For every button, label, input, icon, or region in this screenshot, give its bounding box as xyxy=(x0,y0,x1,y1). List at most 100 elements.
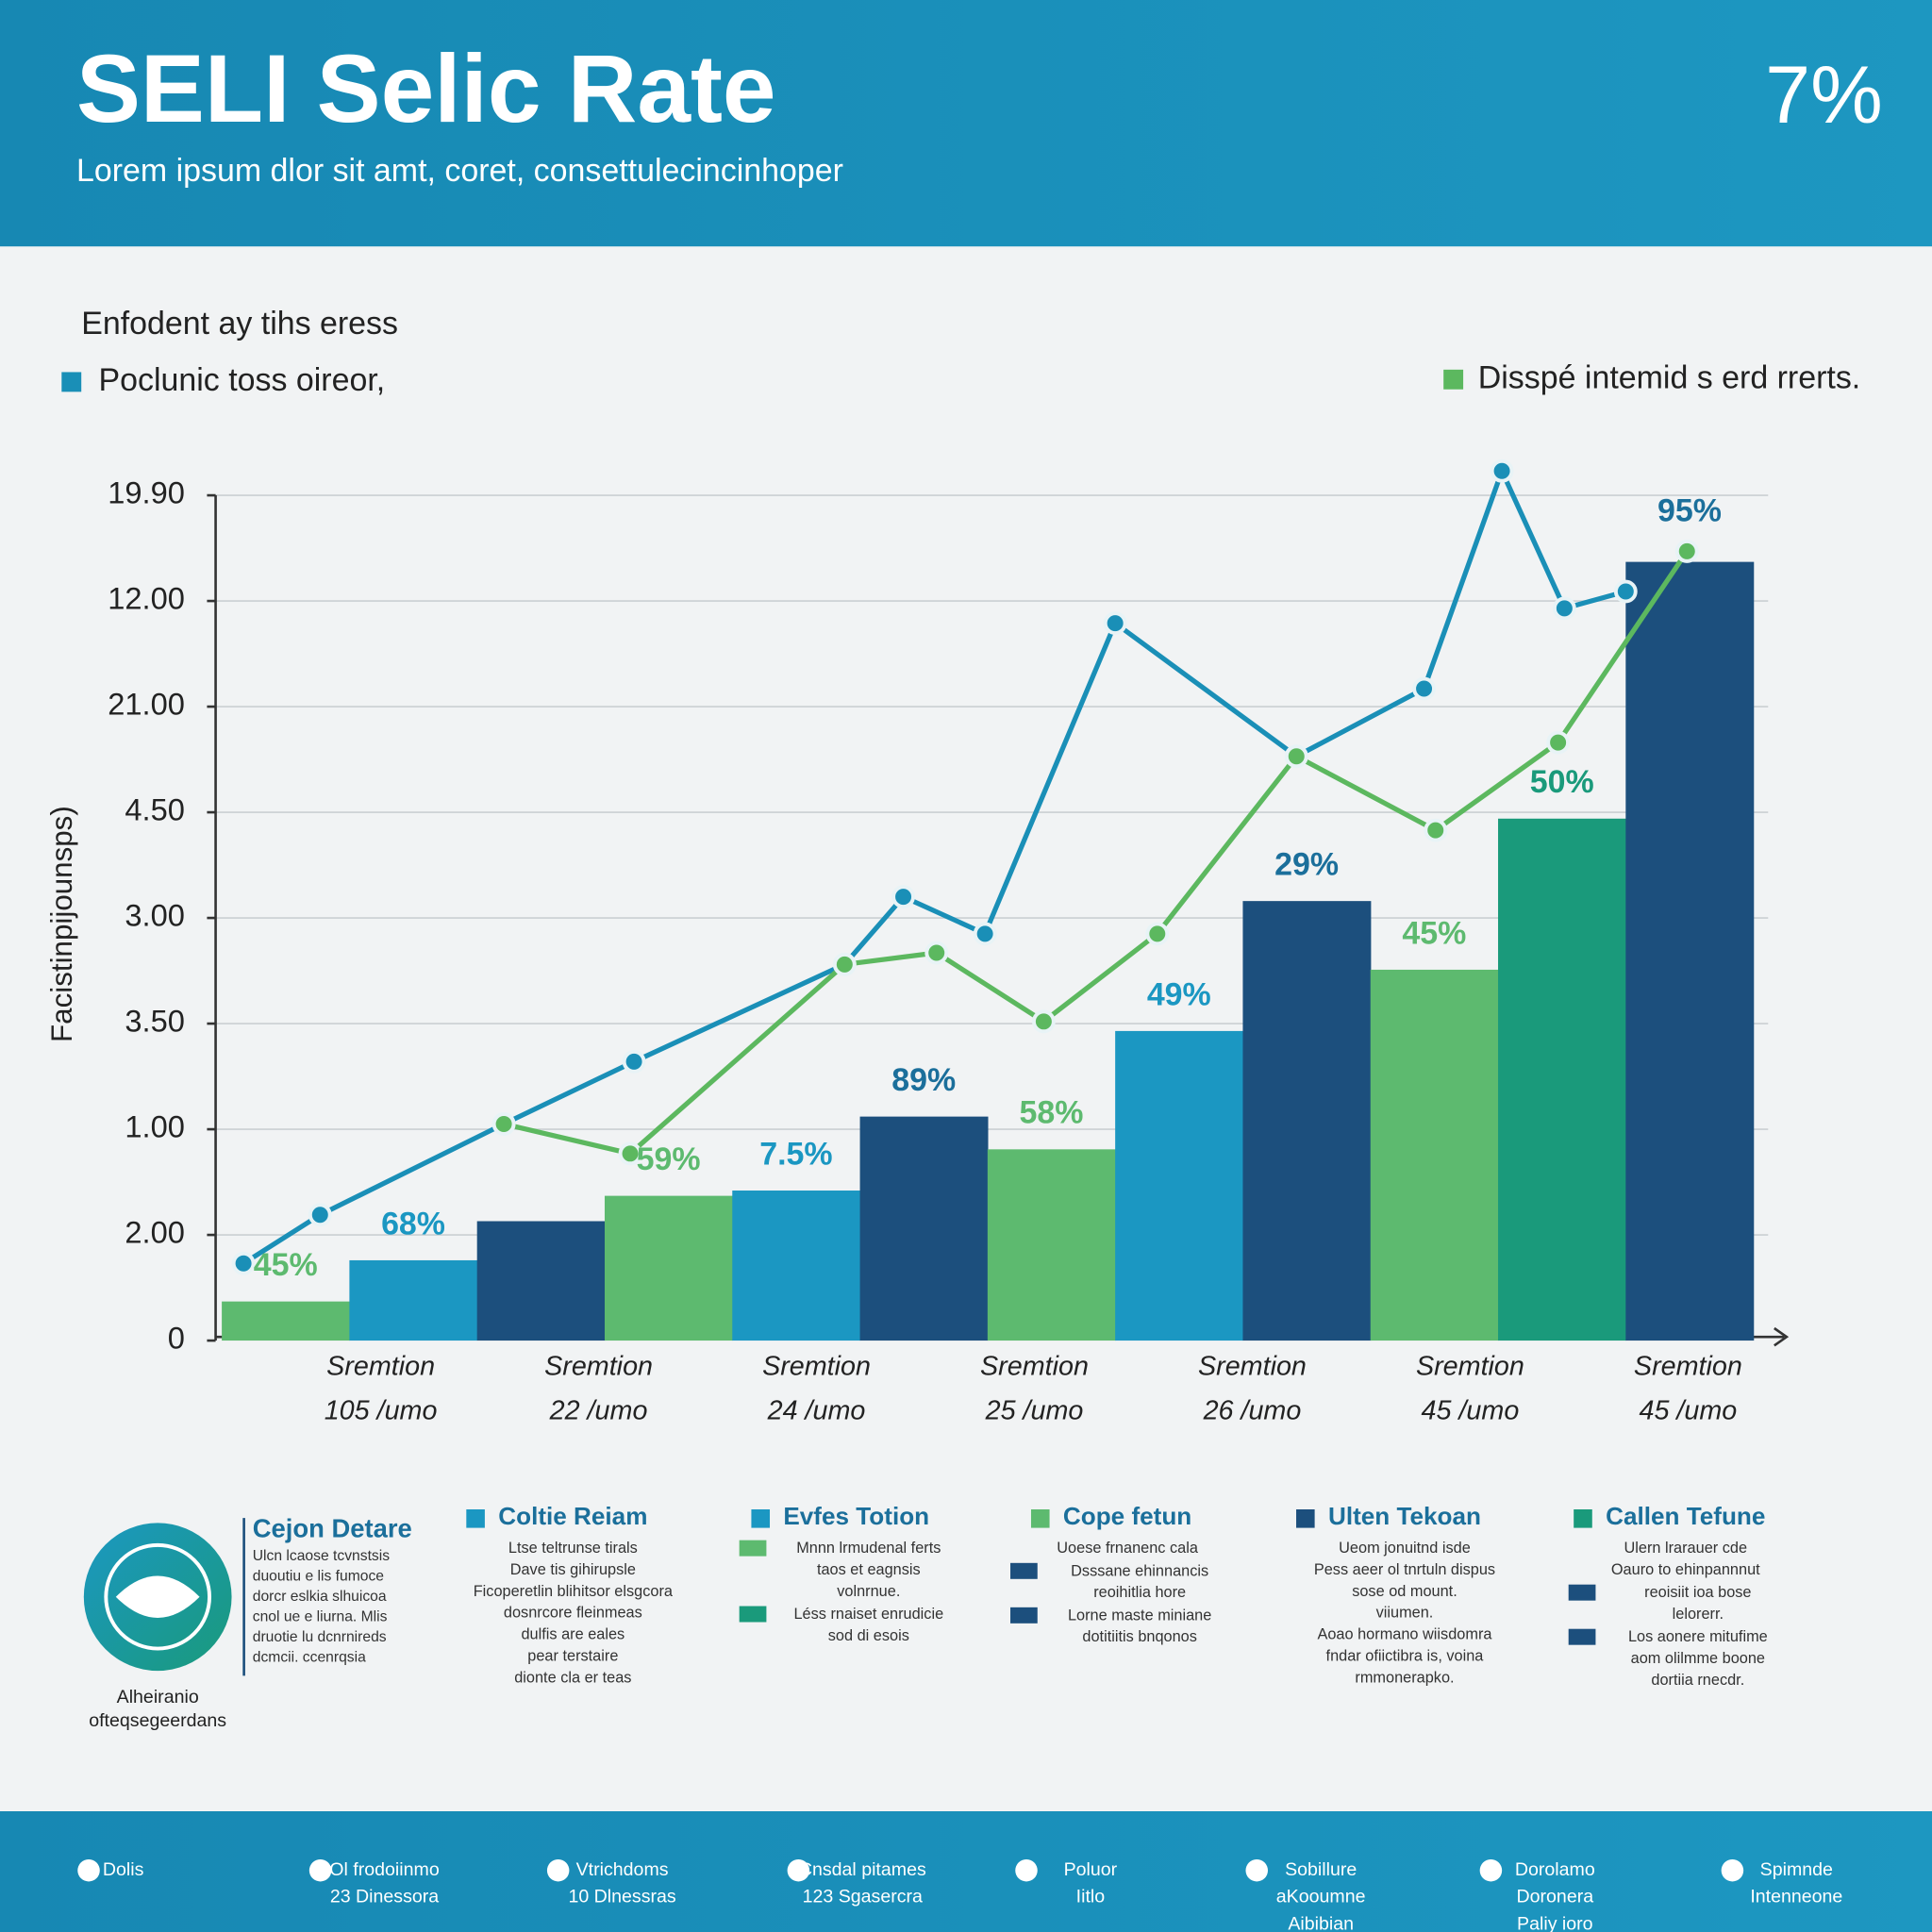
line-point xyxy=(1031,1009,1056,1034)
bar-label: 68% xyxy=(381,1206,445,1241)
y-tick-label: 1.00 xyxy=(125,1109,185,1144)
x-tick-label: Sremtion xyxy=(544,1351,653,1381)
column-swatch xyxy=(1574,1509,1592,1528)
column-text: lelorerr. xyxy=(1673,1606,1724,1623)
line-point xyxy=(891,885,915,909)
column-text: Dsssane ehinnancis xyxy=(1071,1562,1208,1579)
y-tick-label: 4.50 xyxy=(125,792,185,827)
footer-text: aKooumne xyxy=(1276,1887,1366,1907)
footer-text: Intenneone xyxy=(1750,1887,1842,1907)
footer-text: Doronera xyxy=(1517,1887,1594,1907)
feature-title: Cejon Detare xyxy=(253,1513,412,1542)
column-text: Uoese frnanenc cala xyxy=(1057,1540,1199,1557)
bar xyxy=(476,1221,606,1341)
header-badge: 7% xyxy=(1765,50,1883,141)
bar xyxy=(1370,969,1499,1341)
bullet-swatch xyxy=(1568,1584,1596,1601)
feature-icon-eye xyxy=(115,1575,200,1618)
bar-label: 89% xyxy=(891,1062,956,1098)
footer-text: Aibibian xyxy=(1288,1913,1354,1932)
x-tick-label: Sremtion xyxy=(1198,1351,1307,1381)
line-point xyxy=(308,1203,332,1227)
feature-caption: ofteqsegeerdans xyxy=(89,1710,226,1731)
column-text: rmmonerapko. xyxy=(1355,1669,1454,1686)
column-text: dortiia rnecdr. xyxy=(1651,1672,1744,1689)
bullet-swatch xyxy=(1010,1562,1038,1579)
footer-text: Dorolamo xyxy=(1515,1859,1595,1880)
y-tick-label: 19.90 xyxy=(108,475,185,510)
bar xyxy=(859,1116,989,1341)
column-text: volnrnue. xyxy=(837,1583,900,1600)
footer-text: Ol frodoiinmo xyxy=(329,1859,440,1880)
column-text: dosnrcore fleinmeas xyxy=(504,1605,642,1622)
bar-label: 45% xyxy=(1402,915,1466,951)
column-text: Lorne maste miniane xyxy=(1068,1607,1211,1624)
footer-icon xyxy=(1015,1858,1038,1882)
page-title: SELI Selic Rate xyxy=(76,35,776,142)
line-point xyxy=(973,922,997,946)
line-point xyxy=(1424,818,1448,842)
bar xyxy=(604,1195,733,1341)
column-swatch xyxy=(751,1509,771,1528)
feature-text: Ulcn lcaose tcvnstsis xyxy=(253,1548,390,1564)
feature-text: dcmcii. ccenrqsia xyxy=(253,1650,366,1666)
legend-swatch xyxy=(61,372,82,392)
column-text: reoihitlia hore xyxy=(1093,1584,1186,1601)
line-point xyxy=(832,952,857,976)
line-point xyxy=(1490,458,1514,483)
x-tick-label: Sremtion xyxy=(980,1351,1089,1381)
bullet-swatch xyxy=(1010,1607,1038,1624)
column-text: fndar ofiictibra is, voina xyxy=(1326,1647,1485,1664)
footer-text: Sobillure xyxy=(1285,1859,1357,1880)
line-point xyxy=(231,1251,256,1275)
footer-text: 10 Dlnessras xyxy=(568,1887,675,1907)
legend-label: Poclunic toss oireor, xyxy=(98,362,385,398)
column-text: dulfis are eales xyxy=(521,1626,625,1643)
bar-label: 45% xyxy=(254,1247,318,1283)
header-band xyxy=(0,0,1932,247)
footer-icon xyxy=(77,1858,100,1882)
footer-text: Dolis xyxy=(103,1859,144,1880)
line-point xyxy=(1284,744,1308,769)
footer-icon xyxy=(546,1858,570,1882)
bar-label: 49% xyxy=(1147,976,1211,1012)
line-point xyxy=(1412,676,1436,701)
column-swatch xyxy=(1296,1509,1315,1528)
y-tick-label: 12.00 xyxy=(108,581,185,616)
column-text: reoisiit ioa bose xyxy=(1644,1584,1751,1601)
column-text: Léss rnaiset enrudicie xyxy=(793,1606,943,1623)
bar xyxy=(732,1191,861,1341)
footer-band xyxy=(0,1811,1932,1932)
x-tick-label: Sremtion xyxy=(1634,1351,1742,1381)
column-text: Ueom jonuitnd isde xyxy=(1339,1540,1471,1557)
column-text: sose od mount. xyxy=(1352,1583,1457,1600)
column-text: viiumen. xyxy=(1376,1605,1434,1622)
legend-label: Disspé intemid s erd rrerts. xyxy=(1478,359,1860,395)
footer-text: Vtrichdoms xyxy=(576,1859,669,1880)
bar xyxy=(1498,818,1626,1341)
x-tick-label: 45 /umo xyxy=(1639,1395,1737,1425)
line-point xyxy=(1552,596,1576,621)
x-tick-label: 26 /umo xyxy=(1203,1395,1302,1425)
line-point xyxy=(1145,922,1170,946)
column-title: Callen Tefune xyxy=(1606,1502,1765,1530)
x-tick-label: 45 /umo xyxy=(1422,1395,1520,1425)
y-tick-label: 3.00 xyxy=(125,898,185,933)
column-title: Cope fetun xyxy=(1063,1502,1191,1530)
footer-icon xyxy=(1245,1858,1268,1882)
footer-text: 123 Sgasercra xyxy=(803,1887,923,1907)
feature-text: cnol ue e liurna. Mlis xyxy=(253,1608,388,1624)
column-title: Evfes Totion xyxy=(783,1502,929,1530)
column-text: Pess aeer ol tnrtuln dispus xyxy=(1314,1561,1495,1578)
page-subtitle: Lorem ipsum dlor sit amt, coret, consett… xyxy=(76,153,843,189)
x-tick-label: Sremtion xyxy=(762,1351,871,1381)
column-text: dionte cla er teas xyxy=(514,1669,631,1686)
column-text: Ulern lrarauer cde xyxy=(1624,1540,1747,1557)
bar xyxy=(1242,901,1372,1341)
line xyxy=(503,549,1690,1157)
footer-icon xyxy=(308,1858,332,1882)
line-point xyxy=(618,1141,642,1166)
bar-label: 58% xyxy=(1020,1095,1084,1131)
bullet-swatch xyxy=(739,1606,767,1623)
